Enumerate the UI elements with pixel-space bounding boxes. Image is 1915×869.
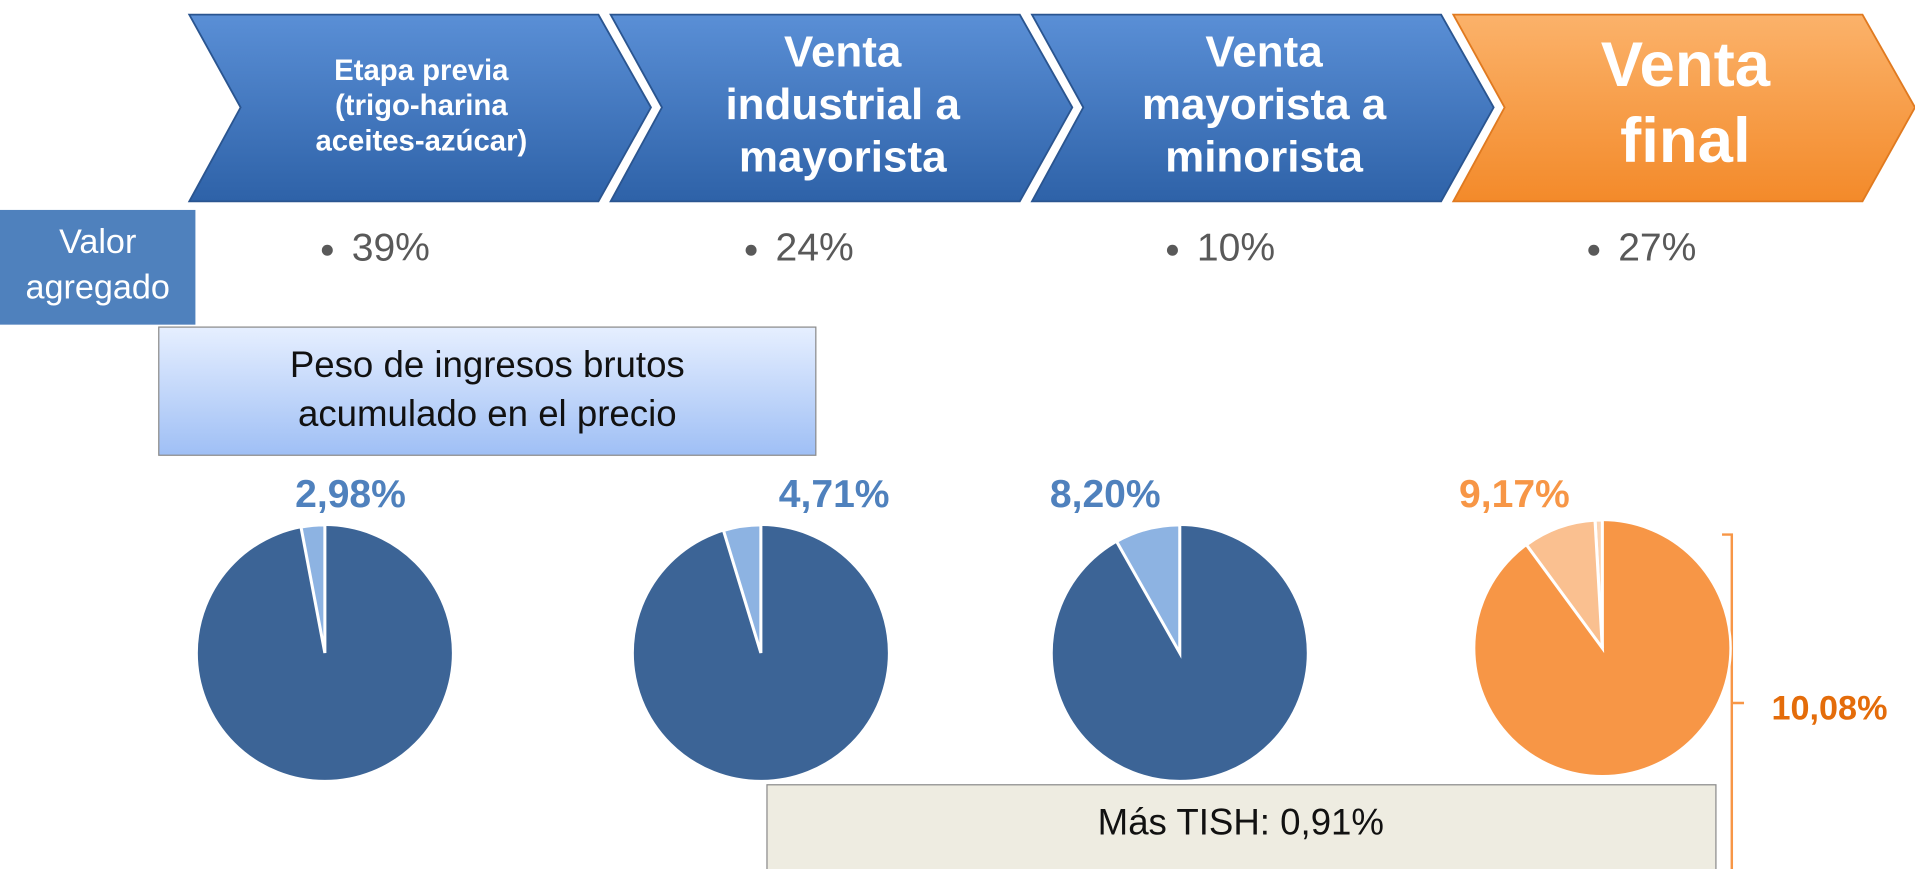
pie-label: 4,71%: [779, 473, 890, 516]
step-label: mayorista: [739, 133, 947, 182]
step-label: Venta: [1205, 27, 1323, 76]
valor-item: 24%: [776, 227, 854, 270]
tish-box: [766, 784, 1717, 869]
chevron: [1451, 13, 1915, 203]
step-label: (trigo-harina: [335, 89, 508, 122]
pie-label: 2,98%: [295, 473, 406, 516]
pie-label: 9,17%: [1459, 473, 1570, 516]
pie-slice: [721, 523, 763, 654]
chevron: [1030, 13, 1495, 203]
step-label: industrial a: [725, 80, 960, 129]
pie-slice: [1524, 518, 1605, 654]
step-label: mayorista a: [1142, 80, 1387, 129]
step-label: Venta: [784, 27, 902, 76]
total-label: 10,08%: [1772, 689, 1888, 727]
pie-slice: [299, 523, 327, 654]
bracket: [1722, 533, 1745, 869]
tish-label: Más TISH: 0,91%: [1098, 802, 1384, 843]
peso-box: [158, 326, 817, 456]
step-label: minorista: [1165, 133, 1363, 182]
step-label: Etapa previa: [334, 54, 509, 87]
bullet: [745, 244, 757, 256]
bullet: [321, 244, 333, 256]
valor-label: Valor: [59, 223, 136, 261]
chevron: [609, 13, 1074, 203]
chevron: [187, 13, 653, 203]
valor-item: 39%: [352, 227, 430, 270]
valor-item: 10%: [1197, 227, 1275, 270]
peso-label: acumulado en el precio: [298, 393, 677, 434]
bullet: [1588, 244, 1600, 256]
bullet: [1166, 244, 1178, 256]
valor-item: 27%: [1618, 227, 1696, 270]
step-label: aceites-azúcar): [315, 124, 527, 157]
pie-label: 8,20%: [1050, 473, 1161, 516]
valor-box: [0, 209, 196, 325]
step-label: final: [1620, 106, 1751, 176]
pie-slice: [1114, 523, 1182, 659]
peso-label: Peso de ingresos brutos: [290, 344, 685, 385]
step-label: Venta: [1601, 30, 1771, 100]
valor-label: agregado: [25, 268, 169, 306]
